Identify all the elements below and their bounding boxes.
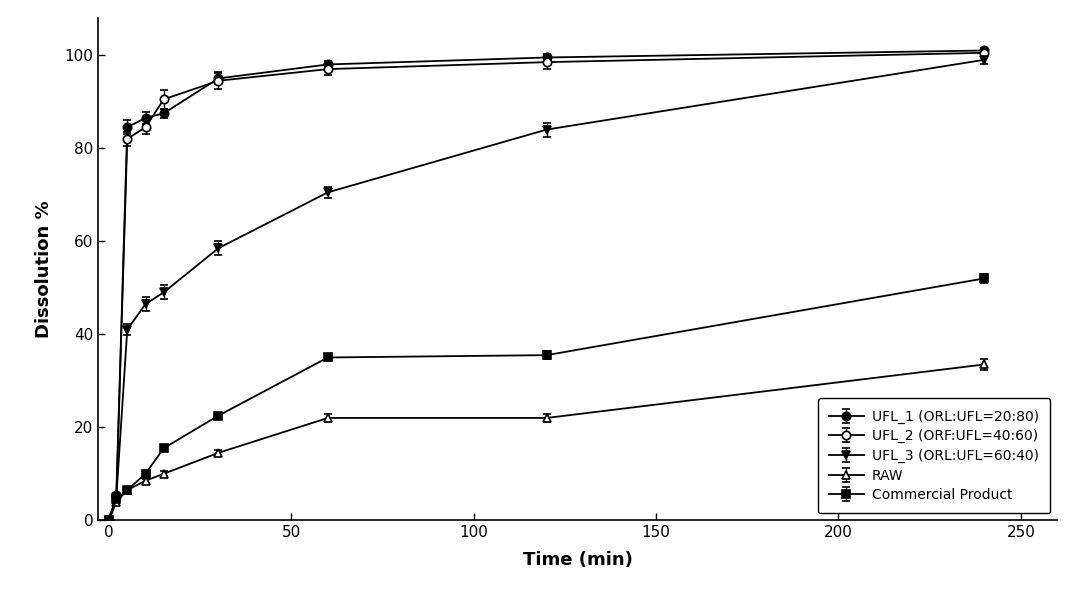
Y-axis label: Dissolution %: Dissolution %	[35, 200, 53, 338]
Legend: UFL_1 (ORL:UFL=20:80), UFL_2 (ORF:UFL=40:60), UFL_3 (ORL:UFL=60:40), RAW, Commer: UFL_1 (ORL:UFL=20:80), UFL_2 (ORF:UFL=40…	[818, 398, 1051, 513]
X-axis label: Time (min): Time (min)	[523, 551, 632, 569]
